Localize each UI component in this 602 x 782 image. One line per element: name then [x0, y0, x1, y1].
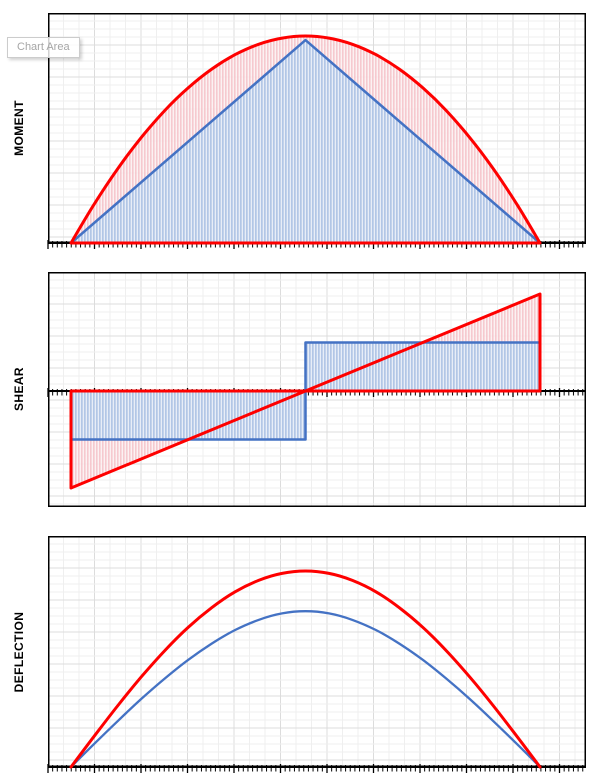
- deflection-axis-title: DEFLECTION: [12, 611, 26, 693]
- plot-border: [48, 272, 586, 507]
- red-series-outline: [69, 34, 542, 245]
- x-axis-ticks: [47, 764, 584, 773]
- gridlines: [49, 537, 585, 766]
- moment-axis-title: MOMENT: [12, 100, 26, 156]
- chart-area-tooltip-label: Chart Area: [17, 41, 70, 53]
- deflection-plot-svg[interactable]: [47, 536, 594, 781]
- blue-series-line: [69, 610, 542, 769]
- chart-area-tooltip: Chart Area: [7, 37, 80, 58]
- red-series-line: [69, 569, 542, 769]
- shear-axis-title: SHEAR: [12, 367, 26, 412]
- red-series-outline: [69, 292, 542, 490]
- shear-plot-svg[interactable]: [47, 272, 594, 521]
- moment-plot-svg[interactable]: [47, 13, 594, 257]
